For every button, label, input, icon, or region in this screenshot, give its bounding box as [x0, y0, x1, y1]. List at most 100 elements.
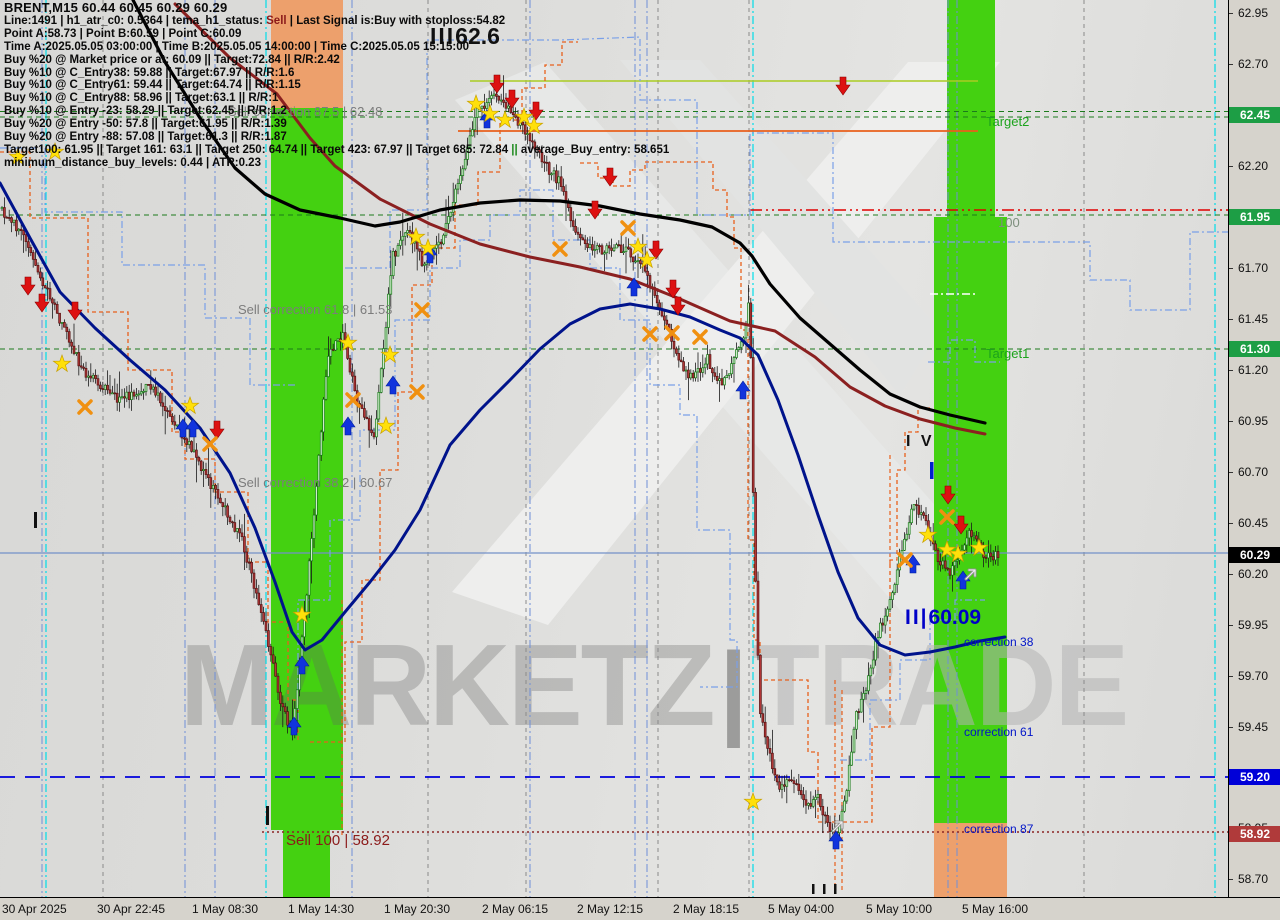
info-line: Buy %10 @ Entry -23: 58.29 || Target:62.…: [4, 105, 287, 118]
wave-tick-a: [812, 884, 815, 894]
info-line: BRENT,M15 60.44 60.45 60.29 60.29: [4, 0, 228, 15]
candlesticks: [0, 75, 1000, 842]
buy-arrow-icon: [385, 375, 401, 395]
x-mark-icon: [692, 329, 708, 345]
watermark-separator: |: [719, 631, 747, 748]
signal-zone-band: [271, 0, 343, 108]
price-tick: [1229, 676, 1233, 677]
target2: Target2: [986, 114, 1030, 129]
star-icon: [8, 146, 28, 166]
price-tick: [1229, 421, 1233, 422]
wave-I-tick: [34, 512, 37, 528]
sell-arrow-icon: [953, 515, 969, 535]
time-label: 1 May 20:30: [383, 902, 451, 916]
info-line: Buy %10 @ C_Entry61: 59.44 || Target:64.…: [4, 79, 301, 92]
star-icon: [292, 604, 312, 624]
chart-area[interactable]: [0, 0, 1228, 897]
chart-background: [0, 0, 1228, 897]
star-icon: [495, 109, 515, 129]
correction-61: correction 61: [964, 725, 1034, 739]
price-label: 60.20: [1238, 567, 1269, 581]
x-mark-icon: [202, 436, 218, 452]
time-label: 30 Apr 22:45: [96, 902, 166, 916]
price-label: 61.20: [1238, 363, 1269, 377]
price-label: 61.45: [1238, 312, 1269, 326]
sell-arrow-icon: [587, 200, 603, 220]
star-icon: [628, 236, 648, 256]
star-icon: [937, 539, 957, 559]
star-icon: [743, 791, 763, 811]
price-axis[interactable]: 62.95 62.70 62.45 62.20 61.95 61.70 61.45 61.30…: [1228, 0, 1280, 897]
signal-zone-band: [934, 823, 1007, 897]
star-icon: [524, 115, 544, 135]
blue-envelope-line: [840, 599, 985, 761]
time-axis[interactable]: 30 Apr 2025 30 Apr 22:45 1 May 08:30 1 May …: [0, 897, 1280, 920]
info-line: Buy %10 @ C_Entry88: 58.96 || Target:63.…: [4, 92, 279, 105]
price-label: 60.45: [1238, 516, 1269, 530]
sell-correction-38: Sell correction 38.2 | 60.67: [238, 475, 393, 490]
price-tick: [1229, 879, 1233, 880]
orange-envelope-line: [0, 151, 299, 740]
star-icon: [514, 106, 534, 126]
orange-envelope-line: [310, 41, 578, 743]
buy-arrow-icon: [294, 655, 310, 675]
info-line: Point A:58.73 | Point B:60.59 | Point C:…: [4, 27, 242, 40]
price-badge: 61.95: [1229, 209, 1280, 225]
signal-zone-band: [283, 830, 330, 897]
orange-envelope-line: [580, 161, 843, 823]
price-badge: 62.45: [1229, 107, 1280, 123]
sell-correction-61: Sell correction 61.8 | 61.53: [238, 302, 393, 317]
x-mark-icon: [642, 326, 658, 342]
price-label: 58.70: [1238, 872, 1269, 886]
buy-arrow-icon: [286, 716, 302, 736]
time-label: 2 May 12:15: [576, 902, 644, 916]
wave-iii-top: III62.6: [430, 23, 500, 49]
sell-arrow-icon: [670, 296, 686, 316]
price-tick: [1229, 268, 1233, 269]
star-icon: [418, 237, 438, 257]
price-label: 61.70: [1238, 261, 1269, 275]
orange-envelope-line: [843, 407, 930, 823]
buy-arrow-icon: [175, 418, 191, 438]
star-icon: [380, 344, 400, 364]
price-label: 59.70: [1238, 669, 1269, 683]
wave-iii-price: II|60.09: [905, 606, 982, 629]
wave-tick-c: [834, 884, 837, 894]
buy-arrow-icon: [340, 416, 356, 436]
ma-line-maroon: [173, 2, 987, 436]
time-label: 5 May 04:00: [767, 902, 835, 916]
x-mark-icon: [897, 552, 913, 568]
sell-arrow-icon: [489, 74, 505, 94]
sell-arrow-icon: [209, 420, 225, 440]
price-label: 59.45: [1238, 720, 1269, 734]
x-mark-icon: [620, 220, 636, 236]
buy-arrow-icon: [422, 244, 438, 264]
time-label: 1 May 08:30: [191, 902, 259, 916]
time-label: 2 May 06:15: [481, 902, 549, 916]
star-icon: [376, 415, 396, 435]
target1: Target1: [986, 346, 1030, 361]
star-icon: [52, 353, 72, 373]
sell-arrow-icon: [602, 167, 618, 187]
star-icon: [969, 537, 989, 557]
sell-100: Sell 100 | 58.92: [286, 832, 390, 849]
buy-arrow-icon: [185, 418, 201, 438]
info-line: Target100: 61.95 || Target 161: 63.1 || …: [4, 143, 670, 156]
price-tick: [1229, 523, 1233, 524]
price-tick: [1229, 64, 1233, 65]
sell-arrow-icon: [504, 89, 520, 109]
wave-tick-b: [823, 884, 826, 894]
x-mark-icon: [345, 392, 361, 408]
wave-iv: I V: [906, 433, 935, 450]
sell-arrow-icon: [528, 101, 544, 121]
star-icon: [948, 543, 968, 563]
price-label: 60.95: [1238, 414, 1269, 428]
x-mark-icon: [414, 302, 430, 318]
sell-arrow-icon: [648, 240, 664, 260]
sell-arrow-icon: [835, 76, 851, 96]
price-tick: [1229, 319, 1233, 320]
info-line: minimum_distance_buy_levels: 0.44 | ATR:…: [4, 156, 261, 169]
blue-envelope-line: [345, 36, 1228, 311]
buy-arrow-icon: [955, 570, 971, 590]
